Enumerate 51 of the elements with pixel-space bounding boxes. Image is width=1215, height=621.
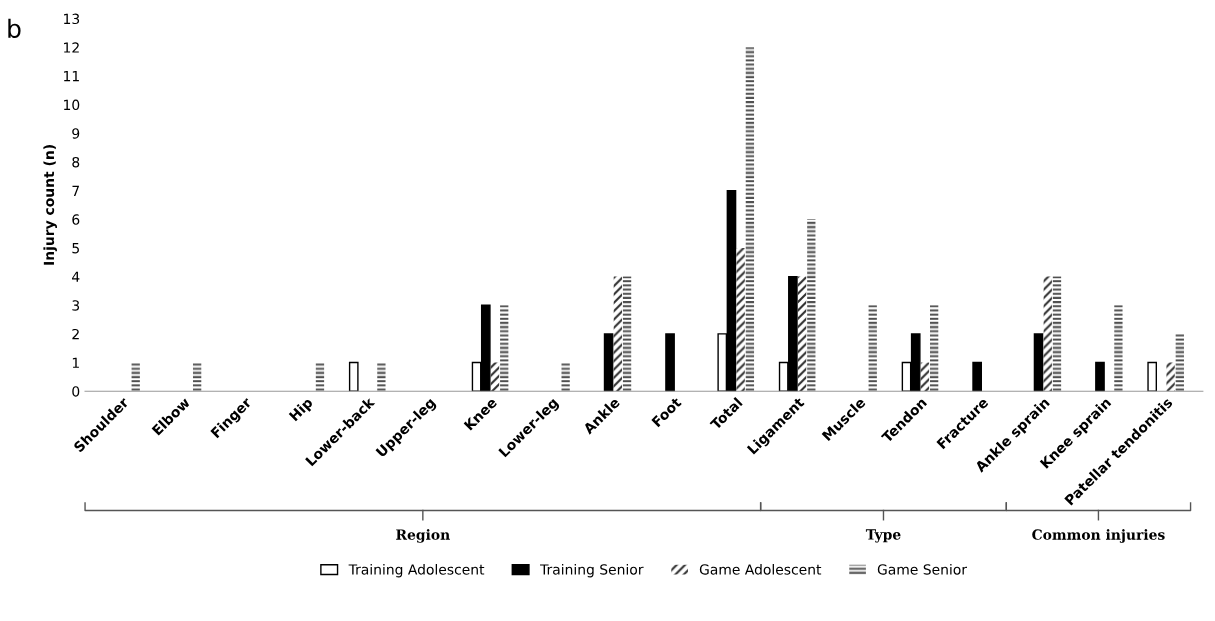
bar bbox=[807, 219, 816, 392]
y-tick-label: 8 bbox=[72, 156, 80, 168]
bar bbox=[1095, 361, 1105, 392]
legend-label: Game Adolescent bbox=[699, 563, 822, 575]
y-tick-label: 10 bbox=[64, 99, 80, 111]
bar bbox=[1043, 276, 1052, 392]
legend-label: Training Senior bbox=[540, 563, 644, 578]
y-tick-label: 13 bbox=[64, 13, 80, 25]
y-tick-label: 3 bbox=[72, 300, 80, 311]
bar bbox=[930, 305, 939, 392]
text: Region bbox=[396, 529, 450, 543]
legend-label: Training Adolescent bbox=[348, 563, 485, 578]
text: b bbox=[8, 18, 21, 38]
bar bbox=[500, 305, 509, 392]
legend-label: Game Senior bbox=[877, 563, 968, 575]
bar bbox=[192, 362, 202, 392]
bar bbox=[1052, 276, 1062, 392]
bar bbox=[1166, 362, 1175, 392]
bar bbox=[603, 333, 614, 392]
bar bbox=[315, 362, 325, 392]
bar bbox=[490, 362, 500, 392]
bar bbox=[797, 276, 807, 392]
y-tick-label: 2 bbox=[72, 328, 79, 340]
bar bbox=[131, 362, 140, 392]
bar bbox=[868, 305, 877, 392]
bar bbox=[745, 47, 755, 392]
y-tick-label: 1 bbox=[72, 357, 79, 368]
bar bbox=[665, 333, 675, 392]
y-axis-title: Injury count (n) bbox=[43, 145, 57, 265]
bar bbox=[613, 276, 622, 392]
bar bbox=[972, 361, 982, 392]
y-tick-label: 7 bbox=[72, 185, 79, 196]
y-tick-label: 0 bbox=[72, 386, 80, 397]
text: Type bbox=[865, 529, 901, 543]
y-tick-label: 4 bbox=[72, 271, 80, 282]
bar bbox=[348, 361, 359, 392]
y-tick-label: 12 bbox=[64, 42, 79, 53]
bar bbox=[377, 362, 386, 392]
text: Common injuries bbox=[1032, 529, 1165, 543]
bar bbox=[1175, 333, 1184, 392]
y-tick-label: 9 bbox=[72, 128, 80, 139]
bar bbox=[1147, 361, 1158, 392]
y-tick-label: 11 bbox=[64, 71, 79, 82]
bar bbox=[561, 362, 570, 392]
bar bbox=[920, 362, 930, 392]
bar bbox=[736, 247, 745, 392]
y-tick-label: 6 bbox=[72, 214, 80, 225]
y-tick-label: 5 bbox=[72, 243, 79, 254]
bar bbox=[622, 276, 632, 392]
bar bbox=[1114, 305, 1123, 392]
bar bbox=[1033, 333, 1044, 392]
